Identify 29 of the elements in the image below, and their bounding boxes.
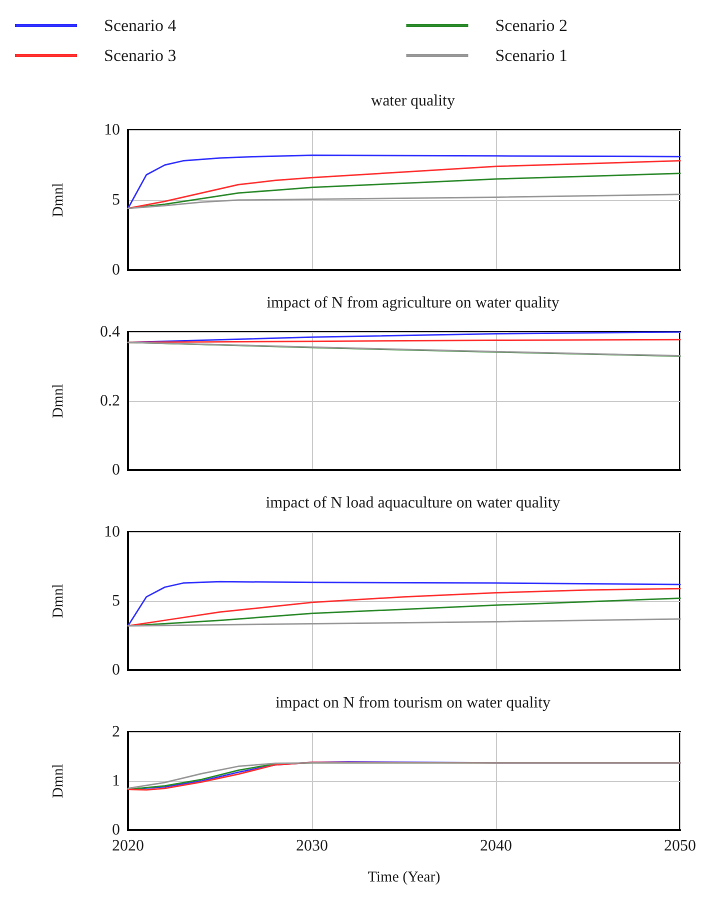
y-tick-label: 0.2: [100, 392, 120, 410]
y-tick-label: 5: [112, 192, 120, 208]
legend-label: Scenario 2: [495, 16, 568, 35]
y-tick-label: 10: [104, 122, 120, 138]
x-tick-label: 2040: [480, 838, 512, 854]
y-tick-label: 1: [112, 772, 120, 790]
chart-title: water quality: [371, 92, 455, 110]
y-tick-label: 0: [112, 662, 120, 678]
legend-label: Scenario 4: [104, 16, 177, 35]
y-axis-title: Dmnl: [50, 384, 66, 418]
y-tick-label: 0: [112, 462, 120, 478]
legend-label: Scenario 1: [495, 46, 568, 65]
y-tick-label: 5: [112, 592, 120, 610]
x-tick-label: 2020: [112, 838, 144, 854]
y-axis-title: Dmnl: [50, 584, 66, 618]
chart-title: impact on N from tourism on water quality: [275, 694, 551, 712]
x-tick-label: 2030: [296, 838, 328, 854]
y-tick-label: 0: [112, 822, 120, 838]
y-tick-label: 10: [104, 524, 120, 540]
y-axis-title: Dmnl: [50, 764, 66, 798]
y-tick-label: 2: [112, 724, 120, 740]
chart-title: impact of N load aquaculture on water quality: [266, 494, 560, 512]
x-axis-title: Time (Year): [368, 870, 440, 886]
x-tick-label: 2050: [664, 838, 696, 854]
legend-label: Scenario 3: [104, 46, 176, 65]
y-tick-label: 0: [112, 262, 120, 278]
y-tick-label: 0.4: [100, 324, 120, 340]
y-axis-title: Dmnl: [50, 182, 66, 218]
chart-title: impact of N from agriculture on water quality: [266, 294, 560, 312]
